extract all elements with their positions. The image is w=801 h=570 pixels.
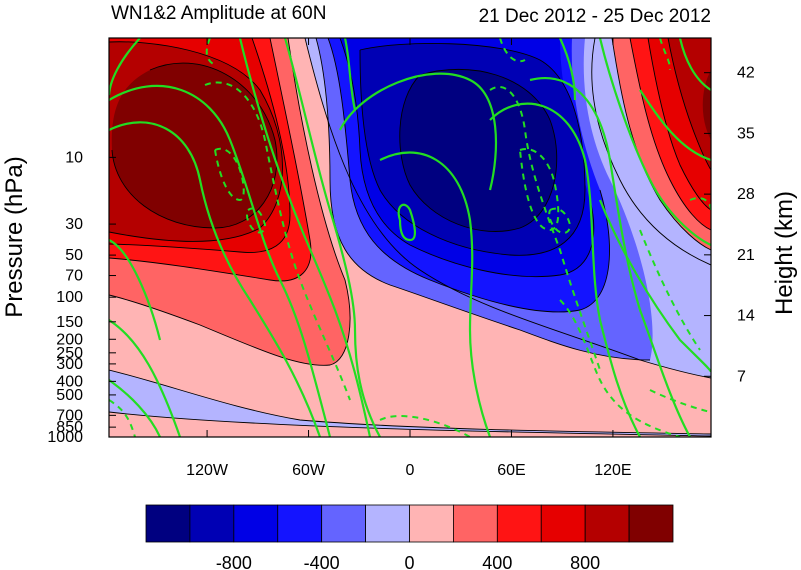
y-tick-label: 250 xyxy=(56,345,83,362)
colorbar-swatch xyxy=(540,504,586,543)
x-tick-label: 60W xyxy=(292,462,326,479)
x-axis: 120W 60W 0 60E 120E xyxy=(186,38,632,479)
y-tick-label: 500 xyxy=(56,387,83,404)
x-tick-label: 120W xyxy=(186,462,229,479)
field-band-neg-5 xyxy=(399,69,557,232)
colorbar-label: 0 xyxy=(404,553,414,570)
chart-title-right: 21 Dec 2012 - 25 Dec 2012 xyxy=(479,6,711,27)
colorbar-swatch xyxy=(233,504,279,543)
colorbar-label: -800 xyxy=(216,553,252,570)
y-tick-label: 10 xyxy=(65,149,83,166)
x-tick-label: 0 xyxy=(406,462,415,479)
y-right-tick-label: 21 xyxy=(737,247,755,264)
colorbar-label: -400 xyxy=(304,553,340,570)
colorbar-swatch xyxy=(321,504,366,543)
x-tick-label: 60E xyxy=(497,462,525,479)
colorbar-swatch xyxy=(628,504,674,543)
colorbar-swatch xyxy=(145,504,191,543)
colorbar-swatch xyxy=(409,504,454,543)
y-tick-label: 30 xyxy=(65,216,83,233)
y-axis-title-right: Height (km) xyxy=(771,191,798,315)
y-tick-label: 850 xyxy=(56,419,83,436)
y-tick-label: 700 xyxy=(56,407,83,424)
black-contours xyxy=(109,38,711,437)
y-tick-label: 400 xyxy=(56,373,83,390)
colorbar: -800 -400 0 400 800 xyxy=(145,504,674,570)
field-band-pos-6 xyxy=(111,63,277,229)
y-axis-right: 42 35 28 21 14 7 xyxy=(704,65,755,385)
chart-title-left: WN1&2 Amplitude at 60N xyxy=(111,3,326,24)
field-band-pos-low xyxy=(109,412,711,437)
y-right-tick-label: 28 xyxy=(737,186,755,203)
y-tick-label: 1000 xyxy=(47,429,83,446)
y-axis-title-left: Pressure (hPa) xyxy=(1,156,28,317)
colorbar-swatch xyxy=(189,504,235,543)
y-tick-label: 70 xyxy=(65,268,83,285)
field-band-neg-low xyxy=(109,375,711,437)
green-contours-dashed xyxy=(109,38,711,437)
colorbar-swatch xyxy=(365,504,410,543)
colorbar-swatch xyxy=(496,504,542,543)
colorbar-label: 400 xyxy=(482,553,512,570)
colorbar-swatch xyxy=(584,504,630,543)
field-band-pos-right-4 xyxy=(668,38,711,170)
y-tick-label: 200 xyxy=(56,331,83,348)
y-tick-label: 100 xyxy=(56,289,83,306)
colorbar-swatch xyxy=(277,504,323,543)
y-right-tick-label: 42 xyxy=(737,65,755,82)
y-tick-label: 300 xyxy=(56,356,83,373)
y-right-tick-label: 14 xyxy=(737,308,755,325)
y-tick-label: 150 xyxy=(56,314,83,331)
y-tick-label: 50 xyxy=(65,247,83,264)
x-tick-label: 120E xyxy=(594,462,631,479)
plot-area xyxy=(109,38,711,437)
colorbar-swatch xyxy=(453,504,498,543)
colorbar-label: 800 xyxy=(570,553,600,570)
y-right-tick-label: 7 xyxy=(737,368,746,385)
y-right-tick-label: 35 xyxy=(737,125,755,142)
